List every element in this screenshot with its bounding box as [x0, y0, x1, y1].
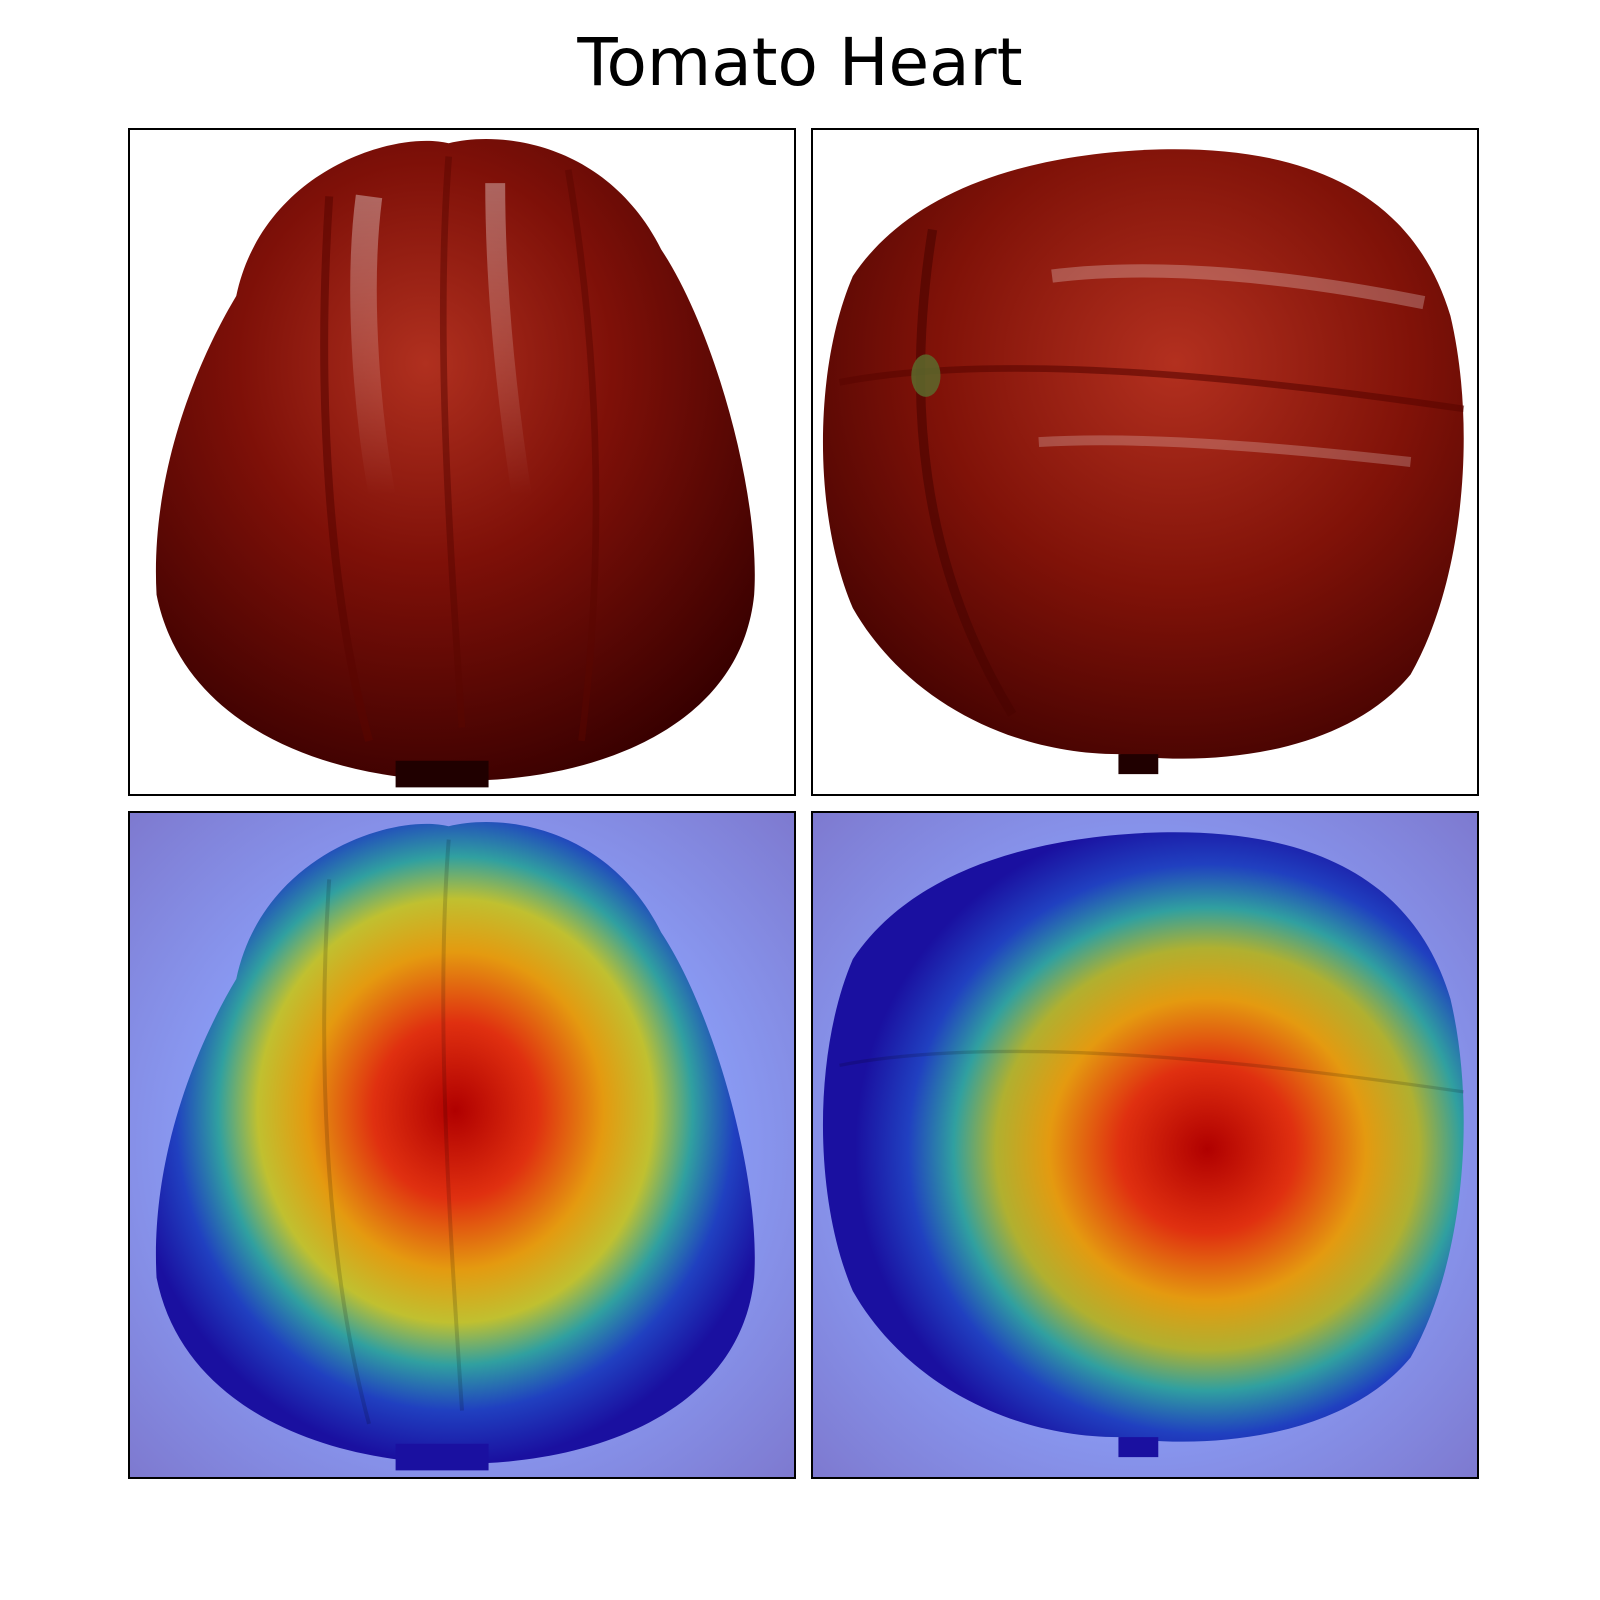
heatmap-blob [155, 822, 755, 1464]
figure-title: Tomato Heart [577, 24, 1023, 101]
heatmap-panel-upright [128, 811, 796, 1479]
tomato-photo-tilted [813, 130, 1477, 794]
heatmap-panel-tilted [811, 811, 1479, 1479]
stem-scar [911, 354, 941, 397]
tomato-body [155, 139, 755, 781]
photo-panel-tilted [811, 128, 1479, 796]
tomato-body [822, 149, 1464, 759]
saliency-heatmap-tilted [813, 813, 1477, 1477]
saliency-heatmap-upright [130, 813, 794, 1477]
tomato-photo-upright [130, 130, 794, 794]
photo-panel-upright [128, 128, 796, 796]
heatmap-blob [822, 832, 1464, 1442]
